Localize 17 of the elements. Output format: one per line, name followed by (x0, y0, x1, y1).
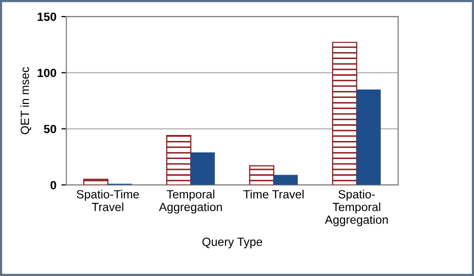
x-tick-label: Time Travel (243, 190, 304, 198)
bar (166, 134, 192, 185)
y-tick-label: 0 (50, 180, 56, 190)
bar (190, 152, 215, 185)
bar (274, 174, 298, 185)
x-tick-label: Spatio- Temporal Aggregation (324, 190, 388, 226)
x-tick-label: Spatio-Time Travel (76, 190, 139, 212)
x-axis-title: Query Type (202, 238, 262, 248)
bar (83, 178, 108, 185)
bar (332, 42, 358, 185)
bar (356, 90, 381, 185)
y-axis-title: QET in msec (20, 67, 32, 134)
bar (249, 165, 274, 185)
y-tick-label: 50 (44, 124, 56, 134)
y-tick-label: 100 (38, 68, 56, 78)
y-tick-label: 150 (38, 12, 56, 21)
x-tick-label: Temporal Aggregation (158, 190, 222, 214)
